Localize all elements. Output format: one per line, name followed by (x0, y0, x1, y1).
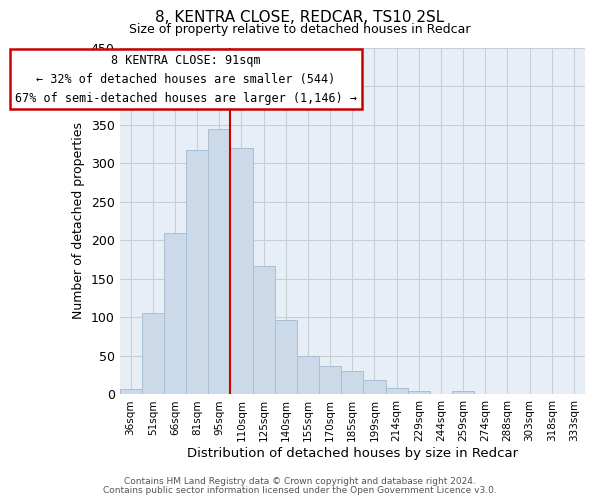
Bar (341, 372, 364, 394)
Bar (452, 390, 474, 394)
Bar (319, 366, 341, 394)
Y-axis label: Number of detached properties: Number of detached properties (72, 122, 85, 320)
Bar (386, 388, 407, 394)
Bar (230, 148, 253, 394)
X-axis label: Distribution of detached houses by size in Redcar: Distribution of detached houses by size … (187, 447, 518, 460)
Bar (208, 129, 230, 394)
Bar (186, 150, 208, 394)
Bar (297, 356, 319, 395)
Bar (364, 380, 386, 394)
Bar (275, 320, 297, 394)
Bar (142, 312, 164, 394)
Text: Contains HM Land Registry data © Crown copyright and database right 2024.: Contains HM Land Registry data © Crown c… (124, 477, 476, 486)
Bar (407, 392, 430, 394)
Text: Contains public sector information licensed under the Open Government Licence v3: Contains public sector information licen… (103, 486, 497, 495)
Bar (253, 266, 275, 394)
Text: 8, KENTRA CLOSE, REDCAR, TS10 2SL: 8, KENTRA CLOSE, REDCAR, TS10 2SL (155, 10, 445, 25)
Text: 8 KENTRA CLOSE: 91sqm
← 32% of detached houses are smaller (544)
67% of semi-det: 8 KENTRA CLOSE: 91sqm ← 32% of detached … (15, 54, 357, 104)
Text: Size of property relative to detached houses in Redcar: Size of property relative to detached ho… (129, 22, 471, 36)
Bar (119, 389, 142, 394)
Bar (164, 232, 186, 394)
